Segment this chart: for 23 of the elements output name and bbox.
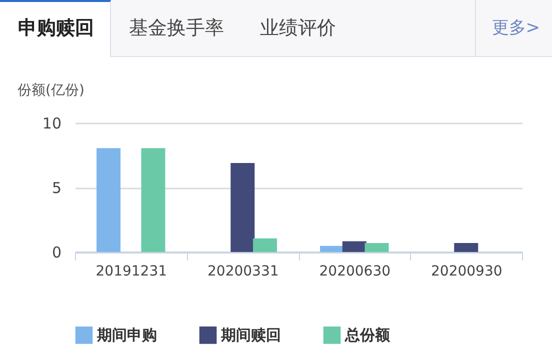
y-tick-label: 10 [42,114,62,132]
text: 更多> [474,0,552,56]
x-tick-label: 20191231 [96,264,168,280]
y-tick-label: 5 [52,179,62,197]
legend-label: 总份额 [344,326,391,344]
text: 申购赎回 [0,0,111,57]
x-tick-label: 20200630 [319,264,391,280]
bar [320,246,344,252]
bar [141,148,166,252]
bar [364,242,389,252]
bar [96,148,121,252]
y-tick-label: 0 [52,244,62,262]
bar [342,241,366,252]
x-tick-label: 20200930 [430,264,502,280]
text: 基金换手率 [128,16,225,41]
bar [230,162,255,252]
text: 业绩评价 [259,16,337,41]
bar [252,238,277,252]
y-axis-title: 份额(亿份) [18,82,84,98]
bar [454,242,478,252]
legend-label: 期间赎回 [220,326,281,344]
x-tick-label: 20200331 [207,264,279,280]
legend-label: 期间申购 [96,326,157,344]
